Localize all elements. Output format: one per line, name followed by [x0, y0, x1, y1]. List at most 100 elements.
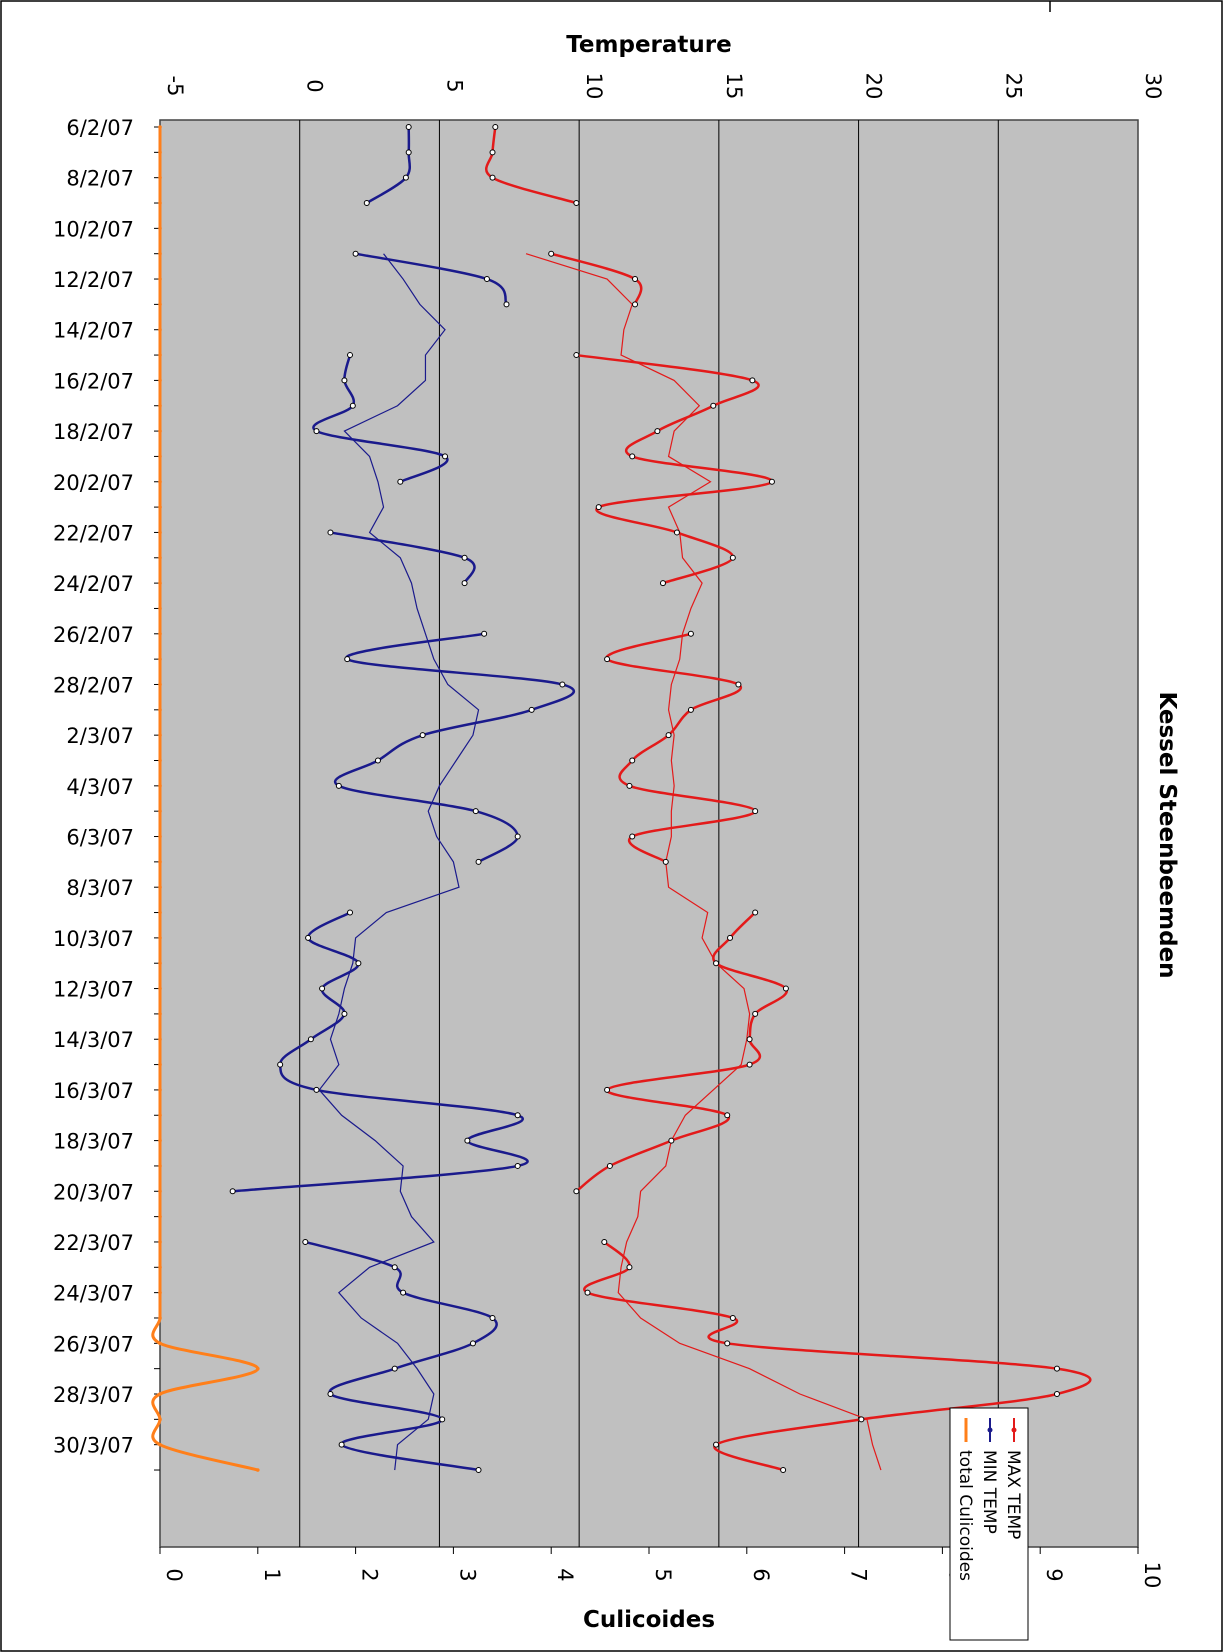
max-temp-point	[605, 657, 610, 662]
total-culicoides-point	[158, 201, 162, 205]
total-culicoides-point	[158, 1291, 162, 1295]
max-temp-point	[736, 682, 741, 687]
min-temp-point	[375, 758, 380, 763]
culicoides-tick-label: 5	[651, 1568, 675, 1581]
total-culicoides-point	[158, 809, 162, 813]
temperature-tick-label: 15	[722, 73, 746, 100]
date-tick-label: 12/3/07	[53, 978, 134, 1002]
max-temp-point	[574, 353, 579, 358]
temperature-tick-label: 25	[1001, 73, 1025, 100]
total-culicoides-point	[158, 353, 162, 357]
max-temp-point	[633, 302, 638, 307]
total-culicoides-point	[158, 125, 162, 129]
min-temp-point	[336, 783, 341, 788]
total-culicoides-point	[158, 911, 162, 915]
max-temp-point	[1054, 1366, 1059, 1371]
culicoides-tick-label: 7	[847, 1568, 871, 1581]
min-temp-point	[350, 403, 355, 408]
date-tick-label: 18/2/07	[53, 420, 134, 444]
culicoides-tick-label: 10	[1140, 1562, 1164, 1589]
max-temp-point	[725, 1113, 730, 1118]
total-culicoides-point	[158, 429, 162, 433]
total-culicoides-point	[158, 1164, 162, 1168]
total-culicoides-point	[158, 1037, 162, 1041]
date-tick-label: 10/2/07	[53, 217, 134, 241]
date-tick-label: 6/3/07	[66, 826, 134, 850]
min-temp-point	[392, 1265, 397, 1270]
total-culicoides-point	[158, 1088, 162, 1092]
total-culicoides-point	[158, 227, 162, 231]
max-temp-point	[714, 961, 719, 966]
total-culicoides-point	[158, 1189, 162, 1193]
max-temp-point	[769, 479, 774, 484]
max-temp-point	[607, 1163, 612, 1168]
date-tick-label: 20/2/07	[53, 471, 134, 495]
max-temp-point	[714, 1442, 719, 1447]
max-temp-point	[596, 505, 601, 510]
min-temp-point	[364, 201, 369, 206]
total-culicoides-point	[158, 277, 162, 281]
max-temp-point	[666, 733, 671, 738]
total-culicoides-point	[158, 835, 162, 839]
min-temp-point	[515, 1113, 520, 1118]
max-temp-point	[633, 277, 638, 282]
date-tick-label: 12/2/07	[53, 268, 134, 292]
max-temp-point	[493, 125, 498, 130]
max-temp-point	[630, 834, 635, 839]
min-temp-point	[504, 302, 509, 307]
max-temp-point	[585, 1290, 590, 1295]
max-temp-point	[630, 454, 635, 459]
temperature-tick-label: 10	[582, 73, 606, 100]
total-culicoides-point	[158, 581, 162, 585]
min-temp-point	[348, 353, 353, 358]
temperature-axis-title: Temperature	[566, 32, 731, 58]
legend-label-culicoides: total Culicoides	[955, 1450, 975, 1581]
total-culicoides-point	[158, 379, 162, 383]
min-temp-point	[278, 1062, 283, 1067]
date-tick-label: 20/3/07	[53, 1180, 134, 1204]
total-culicoides-point	[158, 708, 162, 712]
min-temp-point	[462, 555, 467, 560]
date-tick-label: 14/3/07	[53, 1028, 134, 1052]
max-temp-point	[574, 1189, 579, 1194]
min-temp-point	[465, 1138, 470, 1143]
min-temp-point	[462, 581, 467, 586]
min-temp-point	[328, 530, 333, 535]
total-culicoides-point	[158, 1113, 162, 1117]
total-culicoides-point	[158, 176, 162, 180]
max-temp-point	[725, 1341, 730, 1346]
min-temp-point	[401, 1290, 406, 1295]
date-tick-label: 10/3/07	[53, 927, 134, 951]
date-tick-label: 26/3/07	[53, 1332, 134, 1356]
culicoides-tick-label: 3	[455, 1568, 479, 1581]
max-temp-point	[783, 986, 788, 991]
max-temp-point	[574, 201, 579, 206]
total-culicoides-point	[158, 1392, 162, 1396]
max-temp-point	[730, 1315, 735, 1320]
min-temp-point	[443, 454, 448, 459]
max-temp-point	[605, 1087, 610, 1092]
total-culicoides-point	[158, 303, 162, 307]
date-tick-label: 2/3/07	[66, 724, 134, 748]
total-culicoides-point	[158, 1215, 162, 1219]
min-temp-point	[482, 631, 487, 636]
total-culicoides-point	[158, 252, 162, 256]
culicoides-tick-label: 9	[1042, 1568, 1066, 1581]
min-temp-point	[406, 125, 411, 130]
min-temp-point	[348, 910, 353, 915]
culicoides-tick-label: 4	[553, 1568, 577, 1581]
max-temp-point	[728, 935, 733, 940]
max-temp-point	[602, 1239, 607, 1244]
min-temp-point	[320, 986, 325, 991]
total-culicoides-point	[158, 733, 162, 737]
max-temp-point	[753, 910, 758, 915]
min-temp-point	[470, 1341, 475, 1346]
total-culicoides-point	[158, 987, 162, 991]
max-temp-point	[630, 758, 635, 763]
total-culicoides-point	[158, 1443, 162, 1447]
total-culicoides-point	[158, 784, 162, 788]
min-temp-point	[515, 1163, 520, 1168]
date-tick-label: 16/3/07	[53, 1079, 134, 1103]
max-temp-point	[750, 378, 755, 383]
legend-marker-max-temp	[1012, 1428, 1017, 1433]
